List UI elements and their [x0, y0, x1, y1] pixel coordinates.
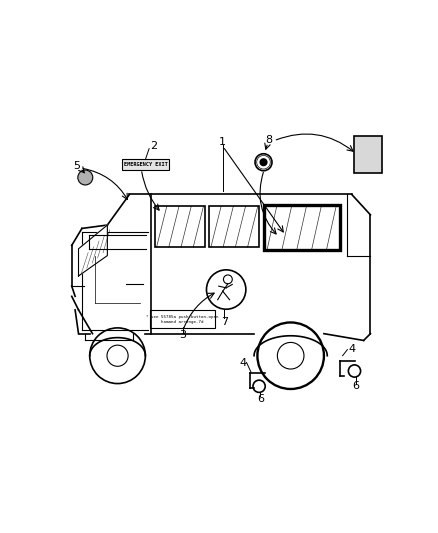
Circle shape: [78, 170, 93, 185]
Text: 1: 1: [219, 137, 226, 147]
Text: 3: 3: [179, 330, 186, 341]
Circle shape: [259, 158, 268, 166]
Text: 6: 6: [352, 381, 359, 391]
FancyBboxPatch shape: [209, 206, 259, 247]
Text: 4: 4: [240, 358, 247, 368]
Text: 6: 6: [257, 394, 264, 404]
FancyBboxPatch shape: [151, 310, 215, 328]
FancyBboxPatch shape: [122, 158, 170, 170]
Text: 8: 8: [265, 135, 272, 145]
Text: EMERGENCY EXIT: EMERGENCY EXIT: [124, 162, 167, 167]
Text: 4: 4: [348, 344, 355, 354]
FancyBboxPatch shape: [264, 205, 340, 251]
Text: 2: 2: [150, 141, 157, 151]
Text: hamand arrange-7d: hamand arrange-7d: [162, 320, 204, 324]
FancyBboxPatch shape: [354, 136, 381, 173]
FancyBboxPatch shape: [155, 206, 205, 247]
Polygon shape: [78, 225, 107, 276]
Text: 5: 5: [73, 160, 80, 171]
Text: 7: 7: [221, 317, 228, 327]
Text: * see 55785a push-button-open: * see 55785a push-button-open: [146, 316, 219, 319]
